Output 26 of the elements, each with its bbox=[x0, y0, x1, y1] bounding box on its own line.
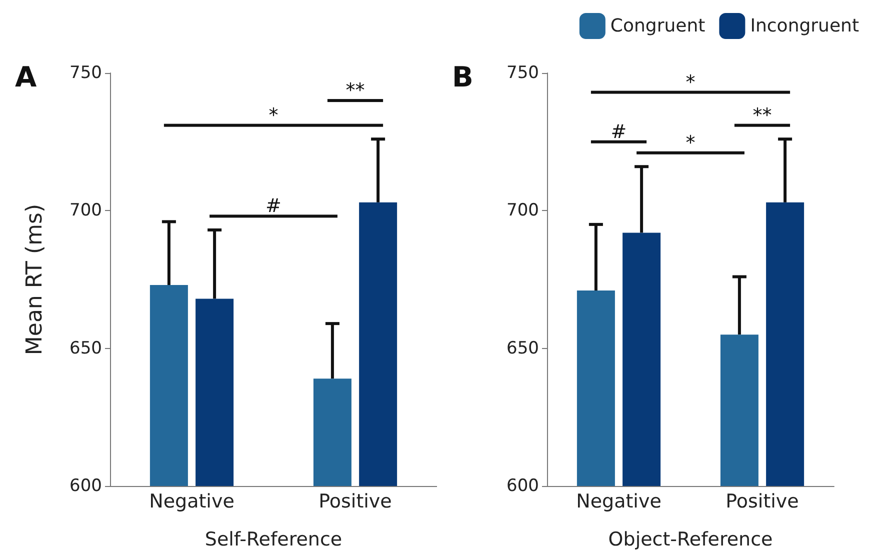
x-tick-label: Negative bbox=[576, 490, 662, 512]
legend-label: Incongruent bbox=[750, 16, 860, 36]
annotation: # bbox=[610, 120, 627, 143]
y-tick-label: 650 bbox=[506, 338, 539, 358]
y-tick-label: 750 bbox=[70, 63, 102, 83]
annotation: ** bbox=[752, 104, 772, 126]
x-axis-title: Self-Reference bbox=[204, 528, 342, 550]
y-axis-title: Mean RT (ms) bbox=[22, 204, 48, 356]
x-tick-label: Positive bbox=[318, 490, 392, 512]
y-tick-label: 600 bbox=[70, 476, 102, 496]
legend-label: Congruent bbox=[610, 16, 706, 36]
chart-title: A bbox=[15, 60, 37, 94]
y-tick-label: 700 bbox=[506, 200, 539, 221]
chart-title: B bbox=[452, 60, 474, 94]
y-tick-label: 650 bbox=[70, 338, 102, 358]
y-tick-label: 700 bbox=[70, 200, 102, 221]
annotation: ** bbox=[346, 80, 365, 102]
annotation: * bbox=[686, 132, 696, 154]
y-tick-label: 600 bbox=[506, 476, 539, 496]
annotation: # bbox=[266, 195, 282, 218]
y-tick-label: 750 bbox=[506, 63, 539, 83]
x-tick-label: Negative bbox=[149, 490, 234, 512]
annotation: * bbox=[268, 104, 278, 126]
x-tick-label: Positive bbox=[726, 490, 799, 512]
x-axis-title: Object-Reference bbox=[608, 528, 773, 550]
annotation: * bbox=[686, 71, 696, 94]
